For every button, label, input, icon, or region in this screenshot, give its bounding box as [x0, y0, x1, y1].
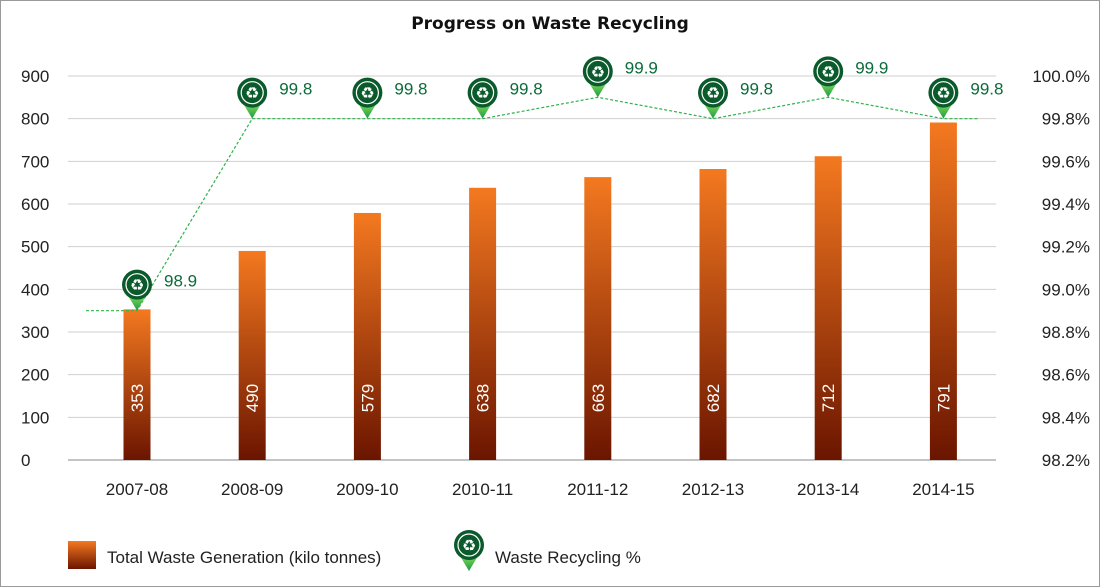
legend: Total Waste Generation (kilo tonnes) ♻ Was…	[68, 530, 641, 571]
x-tick-label: 2010-11	[452, 480, 513, 499]
legend-line-label: Waste Recycling %	[495, 548, 641, 567]
y-right-tick-label: 98.8%	[1042, 323, 1090, 342]
bar	[699, 169, 727, 460]
recycling-value-label: 99.9	[855, 58, 888, 77]
recycle-pin-icon: ♻	[928, 77, 959, 119]
recycling-value-label: 98.9	[164, 272, 197, 291]
x-tick-label: 2007-08	[106, 480, 168, 499]
recycling-value-label: 99.8	[510, 80, 543, 99]
svg-text:♻: ♻	[591, 62, 605, 81]
svg-text:♻: ♻	[360, 84, 374, 103]
recycle-pin-icon: ♻	[237, 77, 268, 119]
y-left-tick-label: 600	[21, 195, 49, 214]
y-left-tick-label: 900	[21, 67, 49, 86]
bar-value-label: 682	[704, 384, 723, 412]
recycling-value-label: 99.8	[970, 80, 1003, 99]
x-tick-label: 2014-15	[912, 480, 974, 499]
x-tick-label: 2012-13	[682, 480, 744, 499]
bar	[814, 156, 842, 461]
x-tick-label: 2008-09	[221, 480, 283, 499]
legend-recycle-pin-icon: ♻	[454, 530, 484, 571]
bar-value-label: 490	[243, 384, 262, 412]
svg-text:♻: ♻	[936, 84, 950, 103]
x-tick-label: 2011-12	[567, 480, 628, 499]
recycling-value-label: 99.8	[279, 80, 312, 99]
recycle-pin-icon: ♻	[467, 77, 498, 119]
recycle-pin-icon: ♻	[582, 56, 613, 98]
legend-bar-swatch	[68, 541, 96, 569]
bar-value-label: 579	[358, 384, 377, 412]
y-right-tick-label: 99.6%	[1042, 152, 1090, 171]
y-right-tick-label: 99.8%	[1042, 110, 1090, 129]
recycling-value-label: 99.8	[394, 80, 427, 99]
svg-text:♻: ♻	[475, 84, 489, 103]
x-tick-label: 2013-14	[797, 480, 859, 499]
svg-text:♻: ♻	[462, 536, 476, 555]
y-left-tick-label: 800	[21, 110, 49, 129]
bar	[123, 309, 151, 460]
svg-text:♻: ♻	[706, 84, 720, 103]
bar-value-label: 712	[819, 384, 838, 412]
bar	[469, 187, 497, 460]
x-tick-label: 2009-10	[336, 480, 398, 499]
y-right-tick-label: 98.4%	[1042, 408, 1090, 427]
bar	[929, 122, 957, 461]
svg-text:♻: ♻	[245, 84, 259, 103]
y-right-tick-label: 99.0%	[1042, 280, 1090, 299]
y-left-tick-label: 0	[21, 451, 30, 470]
recycle-pin-icon: ♻	[352, 77, 383, 119]
y-left-tick-label: 500	[21, 238, 49, 257]
legend-bar-label: Total Waste Generation (kilo tonnes)	[107, 548, 381, 567]
grid	[68, 75, 996, 461]
y-right-tick-label: 100.0%	[1032, 67, 1090, 86]
recycling-value-label: 99.8	[740, 80, 773, 99]
chart-title: Progress on Waste Recycling	[411, 14, 689, 34]
bars: 353 490 579 638 663 682 712 791	[123, 122, 957, 461]
recycling-line	[86, 96, 978, 312]
bar	[584, 177, 612, 460]
recycling-value-label: 99.9	[625, 58, 658, 77]
y-left-tick-label: 700	[21, 152, 49, 171]
y-right-tick-label: 98.2%	[1042, 451, 1090, 470]
y-left-tick-label: 100	[21, 408, 49, 427]
bar-value-label: 353	[128, 384, 147, 412]
y-right-tick-label: 98.6%	[1042, 366, 1090, 385]
bar-value-label: 791	[934, 384, 953, 412]
svg-text:♻: ♻	[130, 276, 144, 295]
recycling-markers: ♻ 98.9 ♻ 99.8 ♻ 99.8 ♻ 99.8 ♻ 99.9 ♻ 99.8 ♻ 99.9 ♻ 99.8	[122, 56, 1003, 311]
y-left-tick-label: 200	[21, 366, 49, 385]
svg-text:♻: ♻	[821, 62, 835, 81]
y-right-tick-label: 99.4%	[1042, 195, 1090, 214]
bar	[238, 250, 266, 460]
recycling-series-line	[86, 96, 978, 312]
bar	[353, 212, 381, 460]
recycle-pin-icon: ♻	[122, 269, 152, 311]
axes: 0 100 200 300 400 500 600 700 800 900 98.2% 98.4% 98…	[21, 67, 1090, 499]
bar-value-label: 663	[589, 384, 608, 412]
y-left-tick-label: 300	[21, 323, 49, 342]
y-left-tick-label: 400	[21, 280, 49, 299]
bar-value-label: 638	[474, 384, 493, 412]
recycle-pin-icon: ♻	[698, 77, 728, 119]
recycle-pin-icon: ♻	[813, 56, 844, 98]
y-right-tick-label: 99.2%	[1042, 238, 1090, 257]
